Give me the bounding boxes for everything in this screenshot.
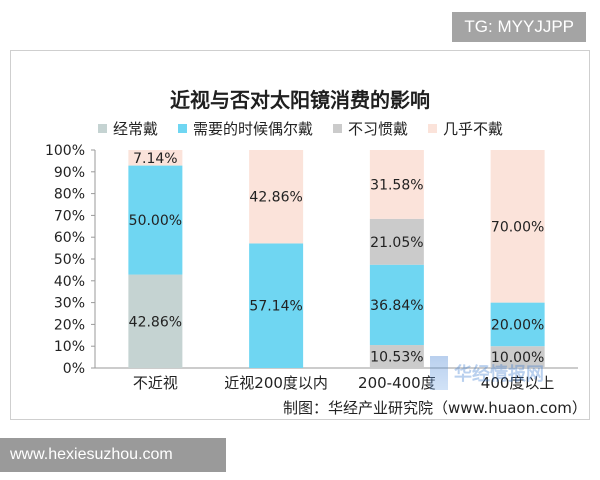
legend-item-rarely: 几乎不戴 [428, 118, 503, 139]
x-tick-label: 400度以上 [481, 374, 555, 392]
y-tick-label: 60% [54, 230, 85, 246]
data-label: 57.14% [249, 299, 302, 315]
y-tick-label: 40% [54, 274, 85, 290]
bar-segment-need [369, 264, 424, 346]
bar-segment-bottom-gray [490, 346, 545, 368]
data-label: 10.00% [491, 350, 544, 366]
bar-segment-rarely [249, 150, 304, 244]
legend-label-need: 需要的时候偶尔戴 [193, 119, 314, 138]
y-tick-label: 70% [54, 208, 85, 224]
data-label: 10.53% [370, 350, 423, 366]
bar-segment-rarely [128, 150, 183, 166]
legend-label-not-used: 不习惯戴 [348, 119, 409, 138]
legend-swatch-often [98, 123, 107, 133]
legend-item-not-used: 不习惯戴 [333, 118, 408, 139]
legend-label-often: 经常戴 [113, 119, 159, 138]
data-label: 70.00% [491, 219, 544, 235]
legend-item-often: 经常戴 [98, 118, 158, 139]
y-tick-label: 80% [54, 187, 85, 203]
data-label: 36.84% [370, 298, 423, 314]
bar-segment-not-used [369, 218, 424, 265]
chart-title: 近视与否对太阳镜消费的影响 [170, 88, 430, 112]
watermark-text: 华经情报网 [454, 364, 544, 385]
legend-label-rarely: 几乎不戴 [443, 119, 504, 138]
y-tick-label: 100% [45, 143, 85, 159]
legend-swatch-rarely [428, 123, 438, 133]
footer-site-bar: www.hexiesuzhou.com [0, 438, 226, 472]
tg-badge: TG: MYYJJPP [452, 12, 586, 42]
bar-segment-need [490, 302, 545, 347]
y-tick-label: 90% [54, 165, 85, 181]
data-label: 42.86% [249, 190, 302, 206]
watermark: 华经情报网 [430, 356, 544, 390]
y-tick-label: 0% [63, 361, 85, 377]
legend-swatch-not-used [333, 123, 343, 133]
source-caption: 制图：华经产业研究院（www.huaon.com） [283, 399, 587, 417]
bar-segment-rarely [490, 150, 545, 303]
data-label: 31.58% [370, 177, 423, 193]
bar-segment-often [128, 274, 183, 368]
bar-segment-need [128, 165, 183, 275]
y-tick-label: 50% [54, 252, 85, 268]
bar-segment-rarely [369, 150, 424, 219]
watermark-logo-icon [430, 356, 448, 390]
legend-item-need: 需要的时候偶尔戴 [178, 118, 313, 139]
x-tick-label: 200-400度 [358, 374, 436, 392]
x-tick-label: 不近视 [133, 374, 178, 392]
legend-swatch-need [178, 123, 188, 133]
bar-segment-need [249, 243, 304, 368]
data-label: 21.05% [370, 235, 423, 251]
top-bar: TG: MYYJJPP [0, 0, 600, 50]
x-tick-label: 近视200度以内 [224, 374, 328, 392]
data-label: 7.14% [133, 151, 177, 167]
data-label: 50.00% [129, 213, 182, 229]
bar-segment-bottom-gray [369, 345, 424, 368]
y-tick-label: 10% [54, 339, 85, 355]
y-tick-label: 30% [54, 296, 85, 312]
data-label: 42.86% [129, 314, 182, 330]
data-label: 20.00% [491, 317, 544, 333]
chart-legend: 经常戴 需要的时候偶尔戴 不习惯戴 几乎不戴 [98, 117, 523, 139]
y-tick-label: 20% [54, 317, 85, 333]
